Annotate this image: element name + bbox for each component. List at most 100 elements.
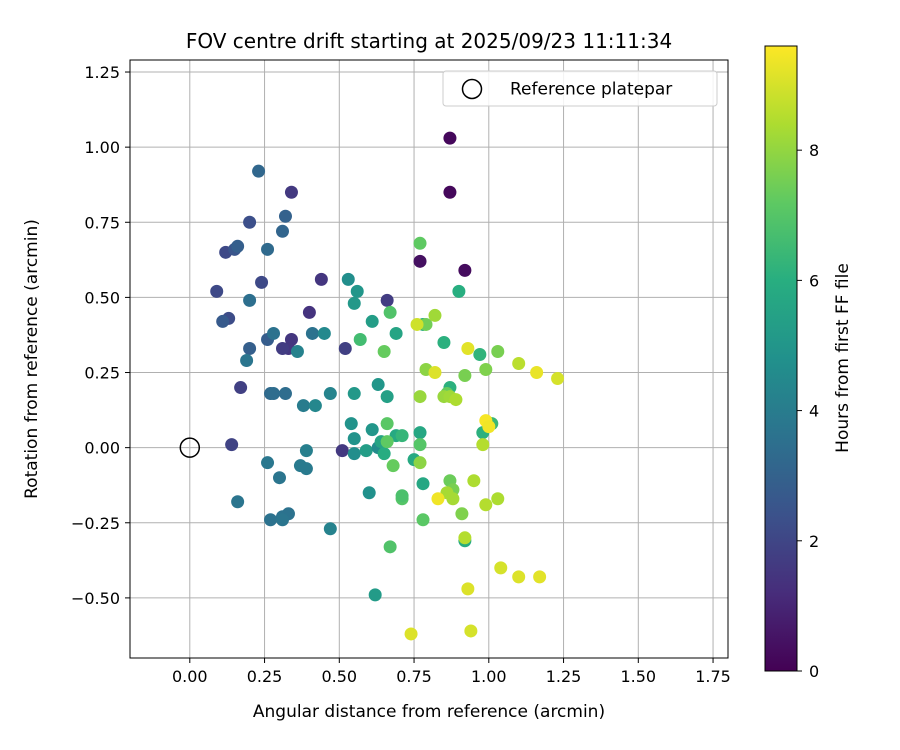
- scatter-points: [210, 131, 565, 641]
- scatter-point: [278, 387, 292, 401]
- scatter-point: [386, 459, 400, 473]
- scatter-point: [380, 390, 394, 404]
- scatter-point: [216, 314, 230, 328]
- scatter-point: [413, 426, 427, 440]
- y-tick-label: 1.00: [84, 138, 120, 157]
- scatter-point: [290, 344, 304, 358]
- scatter-point: [383, 540, 397, 554]
- scatter-point: [347, 296, 361, 310]
- colorbar-tick-label: 6: [809, 271, 819, 290]
- scatter-point: [419, 317, 433, 331]
- x-tick-label: 0.25: [247, 667, 283, 686]
- scatter-point: [365, 314, 379, 328]
- scatter-point: [210, 284, 224, 298]
- scatter-point: [443, 185, 457, 199]
- scatter-point: [380, 435, 394, 449]
- y-tick-label: 0.75: [84, 213, 120, 232]
- scatter-point: [362, 486, 376, 500]
- scatter-point: [314, 272, 328, 286]
- colorbar-tick-label: 2: [809, 532, 819, 551]
- x-tick-label: 1.75: [695, 667, 731, 686]
- scatter-point: [476, 438, 490, 452]
- scatter-point: [455, 507, 469, 521]
- scatter-point: [467, 474, 481, 488]
- scatter-point: [416, 477, 430, 491]
- scatter-point: [377, 344, 391, 358]
- x-tick-label: 1.00: [471, 667, 507, 686]
- scatter-point: [491, 344, 505, 358]
- scatter-point: [413, 390, 427, 404]
- y-tick-label: −0.25: [71, 514, 120, 533]
- scatter-point: [371, 378, 385, 392]
- scatter-point: [461, 341, 475, 355]
- colorbar-gradient: [764, 45, 798, 672]
- y-axis-ticks: −0.50 −0.25 0.00 0.25 0.50 0.75 1.00 1.25: [71, 63, 130, 608]
- scatter-point: [308, 399, 322, 413]
- scatter-point: [323, 387, 337, 401]
- colorbar-label: Hours from first FF file: [833, 263, 853, 453]
- scatter-point: [413, 254, 427, 268]
- scatter-point: [461, 582, 475, 596]
- scatter-point: [413, 456, 427, 470]
- scatter-point: [389, 326, 403, 340]
- scatter-point: [458, 531, 472, 545]
- scatter-point: [275, 513, 289, 527]
- scatter-point: [273, 471, 286, 485]
- scatter-point: [252, 164, 266, 178]
- scatter-point: [428, 366, 442, 380]
- scatter-point: [428, 308, 442, 322]
- colorbar-tick-label: 0: [809, 662, 819, 681]
- scatter-point: [512, 357, 526, 371]
- y-tick-label: −0.50: [71, 589, 120, 608]
- scatter-point: [243, 215, 257, 229]
- scatter-point: [338, 341, 352, 355]
- scatter-point: [299, 462, 313, 476]
- scatter-point: [347, 447, 361, 461]
- scatter-point: [261, 456, 275, 470]
- legend-marker: [461, 78, 483, 100]
- scatter-point: [479, 363, 493, 377]
- scatter-point: [284, 185, 298, 199]
- legend-box: [442, 70, 718, 107]
- scatter-point: [533, 570, 547, 584]
- scatter-point: [377, 447, 391, 461]
- scatter-point: [479, 498, 493, 512]
- scatter-point: [404, 627, 418, 641]
- chart-title: FOV centre drift starting at 2025/09/23 …: [186, 29, 672, 53]
- scatter-point: [261, 242, 275, 256]
- legend-label: Reference platepar: [510, 80, 672, 100]
- scatter-point: [458, 263, 472, 277]
- colorbar-tick-label: 8: [809, 141, 819, 160]
- scatter-point: [413, 438, 427, 452]
- grid: [130, 60, 728, 658]
- scatter-point: [482, 420, 496, 434]
- scatter-point: [464, 624, 478, 638]
- scatter-point: [231, 239, 245, 253]
- scatter-point: [347, 432, 361, 446]
- x-tick-label: 0.50: [321, 667, 357, 686]
- scatter-point: [353, 332, 367, 346]
- scatter-point: [243, 341, 257, 355]
- scatter-point: [234, 381, 248, 395]
- scatter-point: [323, 522, 337, 536]
- scatter-point: [395, 489, 409, 503]
- scatter-point: [341, 272, 355, 286]
- scatter-point: [437, 335, 451, 349]
- x-axis-ticks: 0.00 0.25 0.50 0.75 1.00 1.25 1.50 1.75: [172, 658, 731, 686]
- colorbar-ticks: 0 2 4 6 8: [797, 141, 819, 681]
- scatter-point: [299, 444, 313, 458]
- scatter-point: [452, 284, 466, 298]
- scatter-point: [380, 293, 394, 307]
- scatter-point: [473, 347, 487, 361]
- x-tick-label: 0.75: [396, 667, 432, 686]
- reference-layer: [179, 437, 201, 458]
- scatter-point: [275, 341, 289, 355]
- scatter-point: [240, 354, 254, 368]
- scatter-point: [413, 236, 427, 250]
- scatter-point: [446, 492, 460, 506]
- x-tick-label: 1.50: [620, 667, 656, 686]
- y-tick-label: 0.00: [84, 439, 120, 458]
- scatter-point: [458, 369, 472, 383]
- scatter-point: [225, 438, 239, 452]
